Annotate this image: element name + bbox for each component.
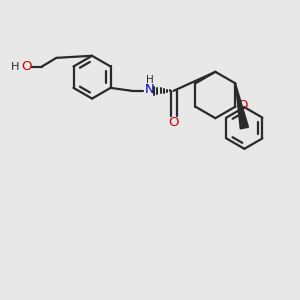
Text: O: O xyxy=(168,116,179,129)
Text: H: H xyxy=(11,62,20,72)
Text: H: H xyxy=(146,76,154,85)
Polygon shape xyxy=(236,83,248,129)
Text: N: N xyxy=(145,83,155,96)
Text: O: O xyxy=(21,60,32,73)
Text: O: O xyxy=(238,99,248,112)
